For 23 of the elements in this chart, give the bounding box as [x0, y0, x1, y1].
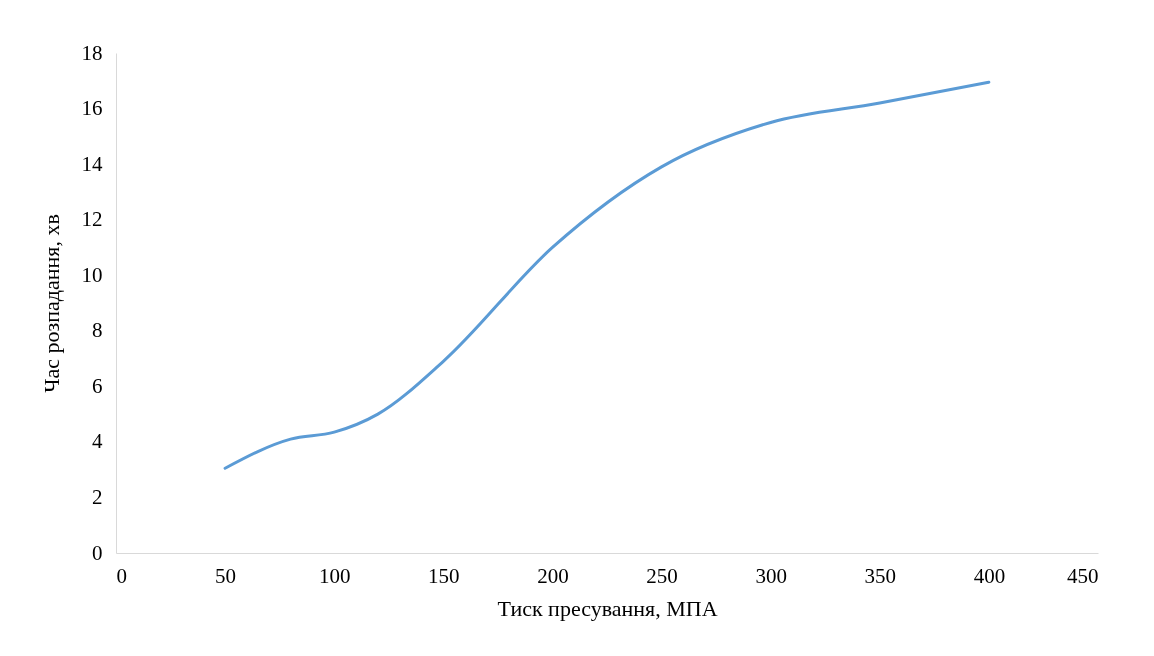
- x-tick-label: 200: [537, 563, 569, 588]
- x-tick-label: 100: [318, 563, 351, 588]
- y-tick-label: 8: [92, 318, 103, 343]
- x-tick-label: 350: [864, 563, 897, 588]
- y-tick-label: 2: [92, 484, 103, 509]
- y-tick-label: 4: [92, 429, 103, 454]
- y-tick-label: 16: [81, 96, 103, 121]
- x-tick-label: 300: [755, 563, 787, 588]
- y-axis-title: Час розпадання, хв: [38, 214, 64, 393]
- x-tick-label: 400: [973, 563, 1006, 588]
- y-tick-label: 0: [92, 540, 103, 565]
- x-tick-label: 150: [428, 563, 460, 588]
- x-axis-title: Тиск пресування, МПА: [497, 595, 718, 621]
- x-tick-label: 50: [215, 563, 237, 588]
- y-tick-label: 12: [81, 207, 103, 232]
- x-tick-label: 0: [116, 563, 127, 588]
- line-series: [223, 80, 991, 470]
- y-tick-label: 18: [81, 40, 103, 65]
- y-tick-label: 14: [81, 151, 103, 176]
- x-tick-label: 250: [646, 563, 678, 588]
- x-tick-label: 450: [1067, 563, 1099, 588]
- y-tick-label: 10: [81, 262, 103, 287]
- y-tick-label: 6: [92, 373, 103, 398]
